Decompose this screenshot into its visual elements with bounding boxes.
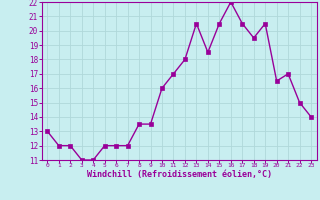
X-axis label: Windchill (Refroidissement éolien,°C): Windchill (Refroidissement éolien,°C)	[87, 170, 272, 179]
